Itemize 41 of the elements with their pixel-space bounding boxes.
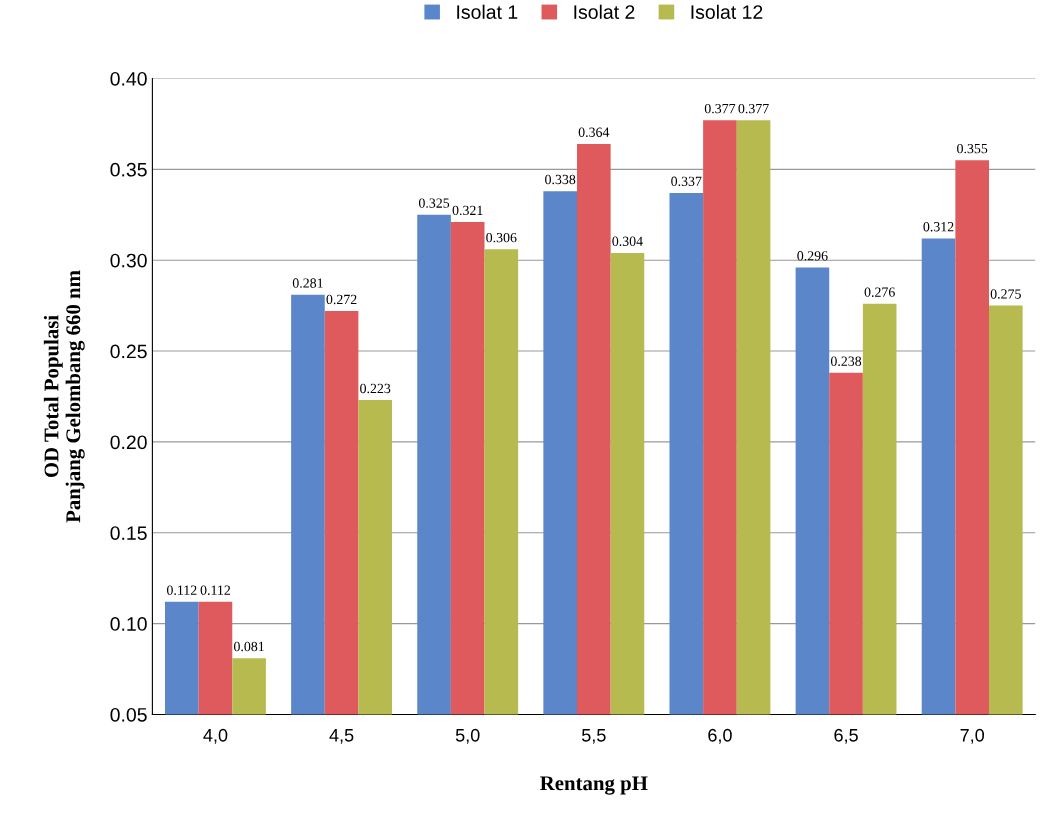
data-label: 0.276 bbox=[864, 287, 895, 297]
x-tick-label: 5,5 bbox=[581, 729, 606, 744]
data-label: 0.364 bbox=[578, 127, 610, 137]
x-tick-label: 6,5 bbox=[834, 728, 858, 744]
data-label: 0.325 bbox=[418, 198, 450, 208]
data-label: 0.321 bbox=[452, 205, 483, 216]
data-label: 0.355 bbox=[957, 143, 988, 154]
y-tick-label: 0.15 bbox=[110, 526, 147, 541]
legend-label: Isolat 12 bbox=[691, 4, 763, 19]
data-label: 0.296 bbox=[797, 251, 828, 261]
x-tick-label: 6,0 bbox=[708, 728, 732, 744]
x-tick-label: 7,0 bbox=[960, 728, 985, 744]
data-label: 0.081 bbox=[233, 641, 264, 652]
y-tick-label: 0.30 bbox=[110, 253, 147, 268]
x-tick-label: 5,0 bbox=[455, 728, 480, 744]
data-label: 0.275 bbox=[990, 289, 1021, 299]
data-label: 0.304 bbox=[612, 236, 643, 246]
x-tick-label: 4,5 bbox=[329, 729, 354, 744]
y-tick-label: 0.25 bbox=[110, 344, 147, 359]
y-axis-title: OD Total Populasi Panjang Gelombang 660 nm bbox=[43, 270, 85, 523]
data-label: 0.281 bbox=[292, 278, 323, 288]
data-label: 0.377 bbox=[704, 103, 736, 114]
data-label: 0.377 bbox=[738, 103, 769, 114]
data-label: 0.272 bbox=[326, 294, 357, 305]
x-axis-title: Rentang pH bbox=[540, 776, 648, 795]
x-tick-label: 4,0 bbox=[203, 728, 228, 744]
y-tick-label: 0.40 bbox=[110, 71, 147, 86]
legend-label: Isolat 1 bbox=[457, 4, 518, 19]
data-label: 0.337 bbox=[671, 176, 702, 187]
y-tick-label: 0.35 bbox=[110, 162, 147, 177]
data-label: 0.112 bbox=[166, 585, 197, 595]
data-label: 0.112 bbox=[200, 585, 231, 595]
data-label: 0.238 bbox=[830, 356, 862, 366]
data-label: 0.312 bbox=[923, 222, 954, 232]
data-label: 0.338 bbox=[545, 174, 576, 185]
y-tick-label: 0.05 bbox=[110, 707, 147, 722]
y-tick-label: 0.20 bbox=[110, 435, 147, 450]
data-label: 0.306 bbox=[486, 232, 517, 243]
y-tick-label: 0.10 bbox=[110, 617, 147, 631]
legend-label: Isolat 2 bbox=[574, 4, 635, 19]
data-label: 0.223 bbox=[360, 383, 391, 394]
